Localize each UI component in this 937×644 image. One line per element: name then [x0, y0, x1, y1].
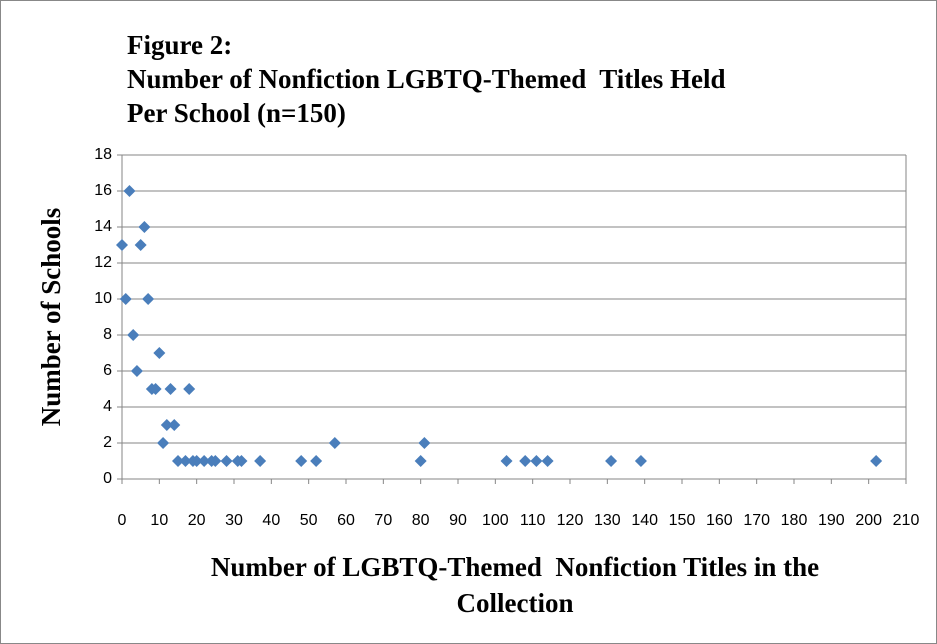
- y-tick-label: 6: [103, 362, 112, 379]
- data-point: [519, 455, 532, 467]
- data-point: [235, 455, 248, 467]
- y-tick-label: 10: [94, 290, 112, 307]
- data-point: [209, 455, 222, 467]
- data-point: [164, 383, 177, 395]
- data-point: [530, 455, 543, 467]
- x-tick-label: 180: [781, 512, 808, 529]
- y-tick-label: 2: [103, 434, 112, 451]
- data-point: [160, 419, 173, 431]
- data-point: [134, 239, 147, 251]
- data-point: [179, 455, 192, 467]
- data-point: [220, 455, 233, 467]
- x-tick-label: 30: [225, 512, 243, 529]
- data-point: [119, 293, 132, 305]
- data-point: [254, 455, 267, 467]
- y-tick-label: 12: [94, 254, 112, 271]
- y-tick-label: 8: [103, 326, 112, 343]
- data-point: [541, 455, 554, 467]
- chart-title: Figure 2:: [127, 30, 232, 60]
- x-tick-label: 40: [262, 512, 280, 529]
- data-point: [500, 455, 513, 467]
- x-tick-label: 160: [706, 512, 733, 529]
- x-tick-label: 110: [520, 512, 546, 529]
- x-tick-label: 80: [412, 512, 430, 529]
- y-tick-label: 16: [94, 182, 112, 199]
- x-tick-label: 130: [594, 512, 621, 529]
- x-tick-label: 50: [300, 512, 318, 529]
- data-point: [183, 383, 196, 395]
- x-tick-label: 10: [150, 512, 168, 529]
- data-point: [130, 365, 143, 377]
- x-tick-label: 190: [818, 512, 845, 529]
- x-tick-label: 0: [118, 512, 127, 529]
- x-tick-label: 100: [482, 512, 509, 529]
- data-point: [190, 455, 203, 467]
- y-tick-label: 14: [94, 218, 112, 235]
- data-point: [153, 347, 166, 359]
- x-tick-label: 140: [631, 512, 658, 529]
- chart-title: Per School (n=150): [127, 98, 346, 128]
- x-tick-label: 150: [669, 512, 696, 529]
- x-tick-label: 210: [893, 512, 920, 529]
- data-point: [418, 437, 431, 449]
- y-tick-label: 4: [103, 398, 112, 415]
- data-point: [149, 383, 162, 395]
- data-point: [127, 329, 140, 341]
- y-tick-label: 0: [103, 470, 112, 487]
- data-point: [142, 293, 155, 305]
- data-point: [634, 455, 647, 467]
- x-tick-label: 70: [374, 512, 392, 529]
- data-point: [870, 455, 883, 467]
- data-point: [198, 455, 211, 467]
- x-axis-label: Number of LGBTQ-Themed Nonfiction Titles…: [211, 552, 819, 582]
- data-point: [414, 455, 427, 467]
- y-tick-label: 18: [94, 146, 112, 163]
- x-tick-label: 90: [449, 512, 467, 529]
- x-axis-label: Collection: [457, 588, 574, 618]
- data-point: [310, 455, 323, 467]
- data-point: [123, 185, 136, 197]
- data-point: [116, 239, 128, 251]
- data-point: [295, 455, 308, 467]
- data-point: [168, 419, 181, 431]
- x-tick-label: 20: [188, 512, 206, 529]
- x-tick-label: 60: [337, 512, 355, 529]
- x-tick-label: 170: [743, 512, 770, 529]
- chart-title: Number of Nonfiction LGBTQ-Themed Titles…: [127, 64, 726, 94]
- data-point: [605, 455, 618, 467]
- data-point: [157, 437, 170, 449]
- data-point: [328, 437, 341, 449]
- x-tick-label: 120: [557, 512, 584, 529]
- y-axis-label: Number of Schools: [36, 208, 66, 427]
- data-point: [172, 455, 184, 467]
- x-tick-label: 200: [855, 512, 882, 529]
- data-point: [138, 221, 151, 233]
